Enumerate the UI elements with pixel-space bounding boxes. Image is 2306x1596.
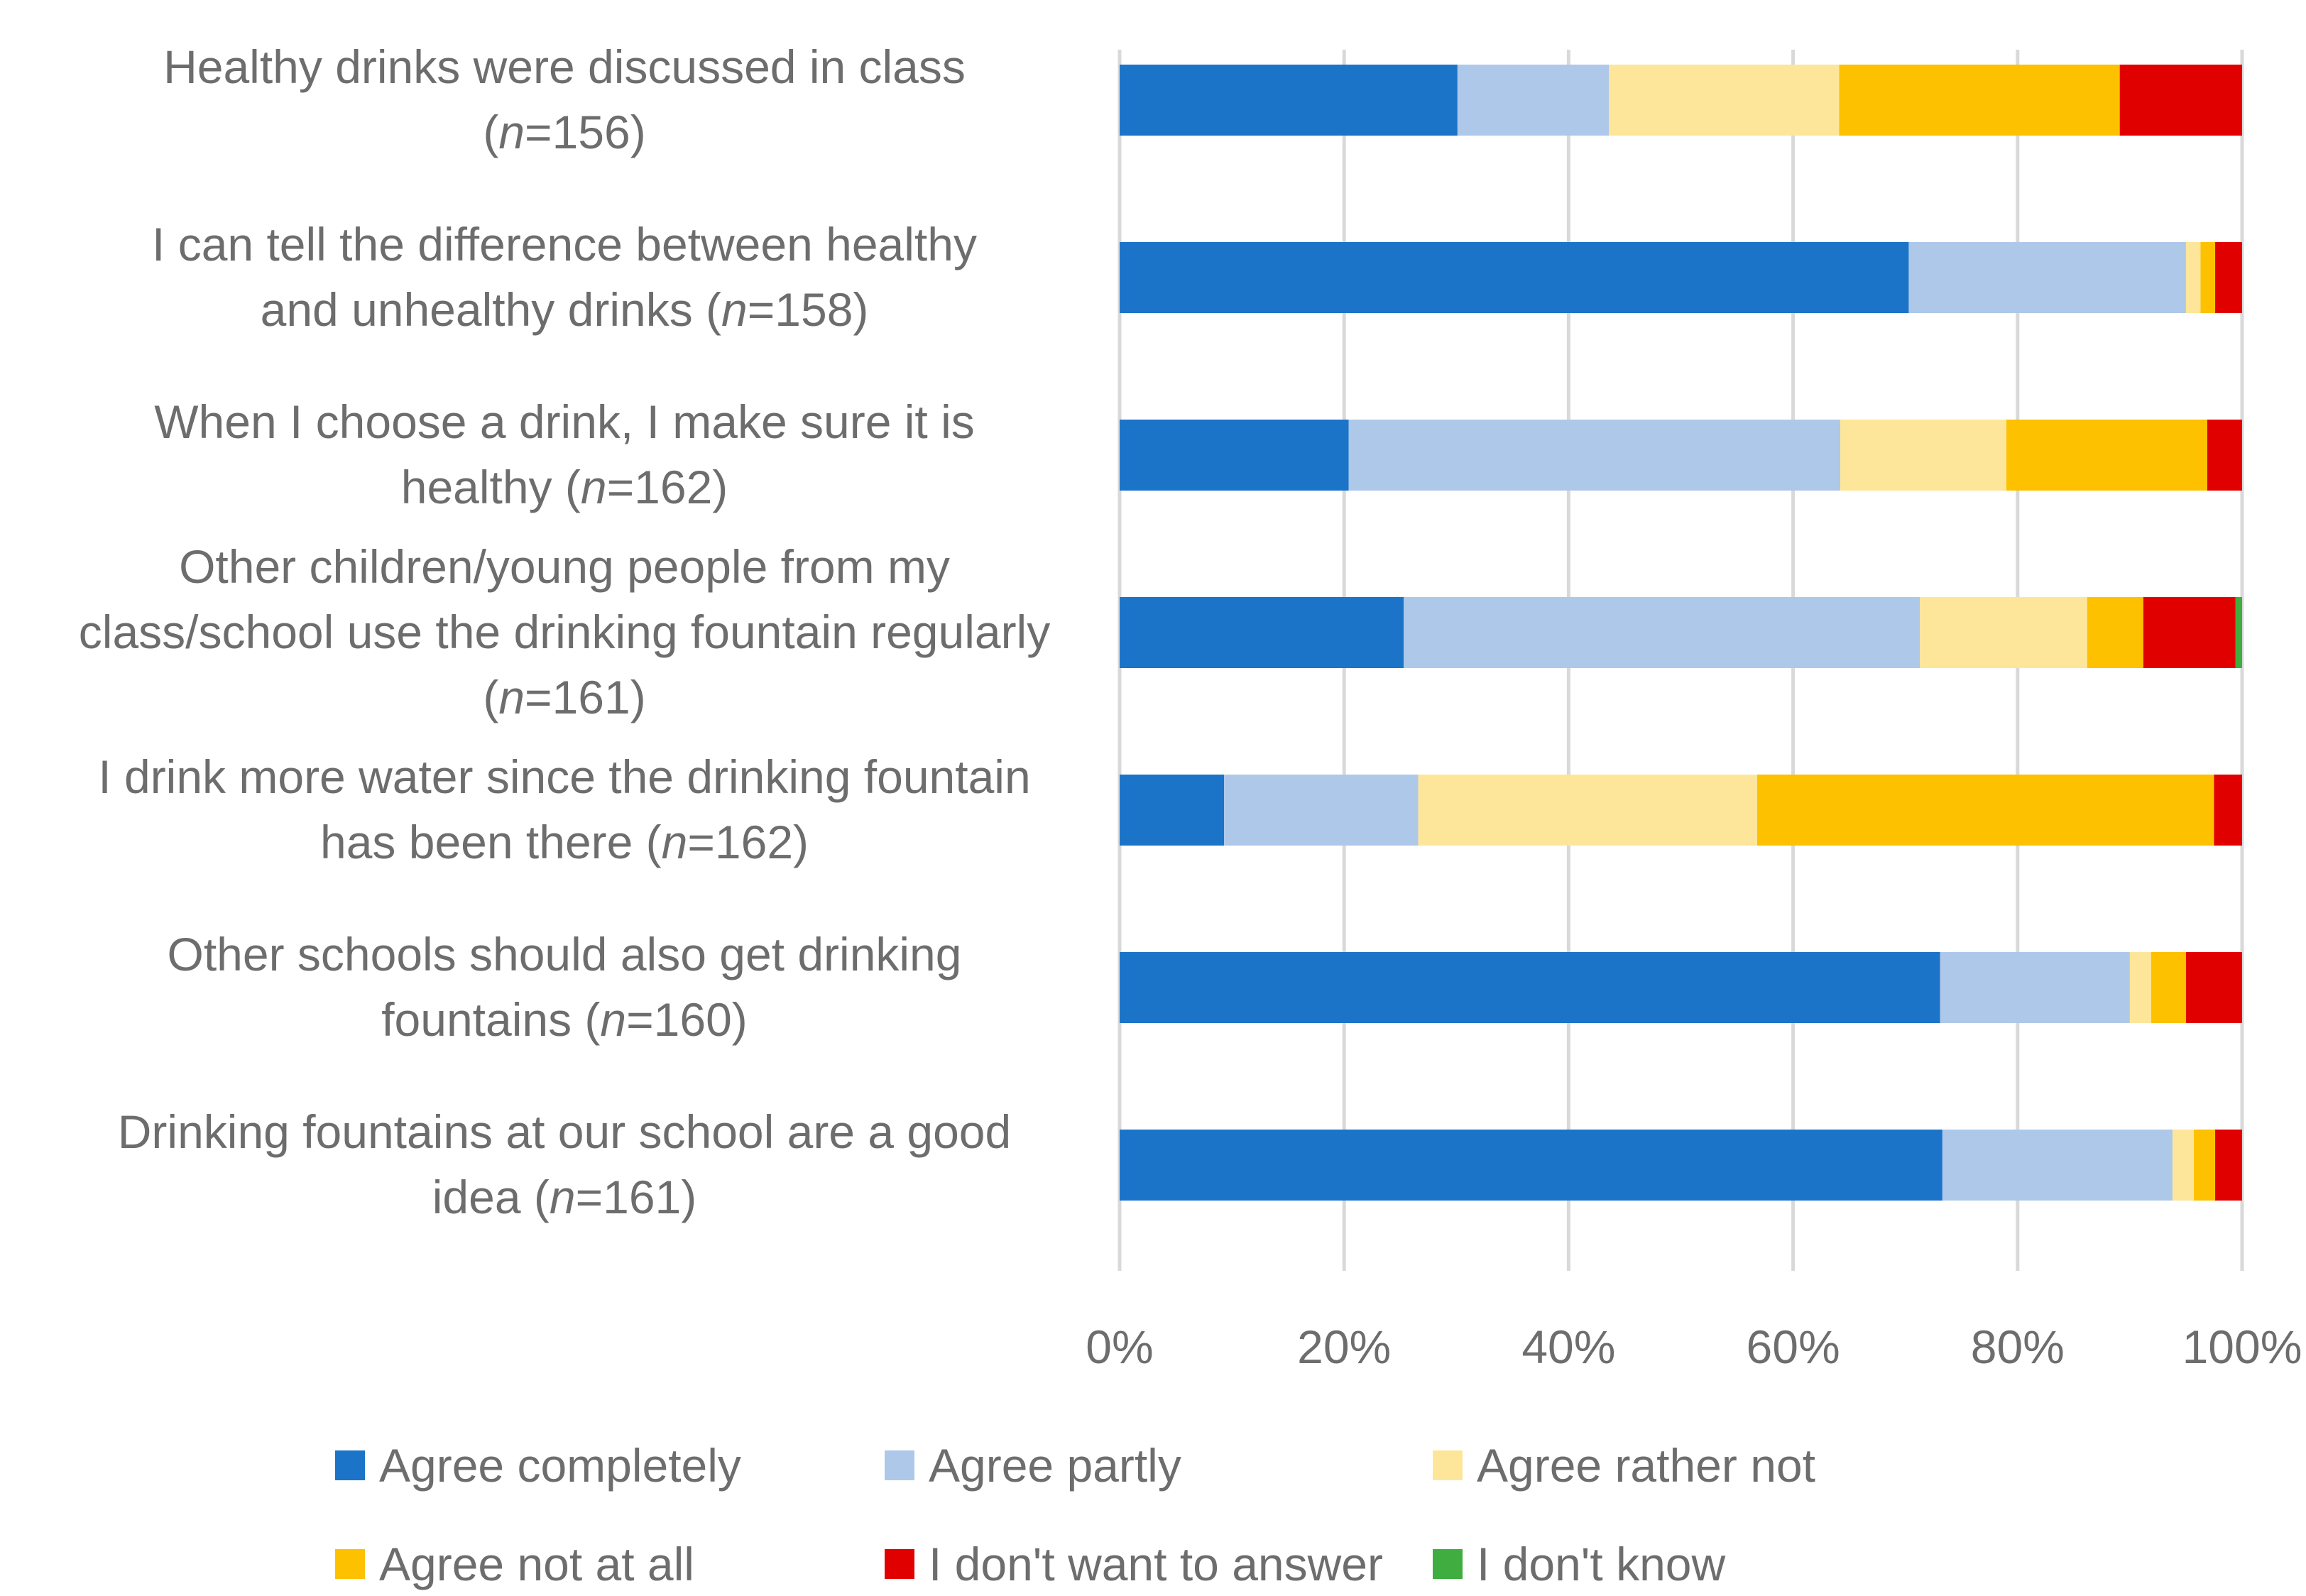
bar-segment — [1120, 420, 1349, 491]
x-tick-label: 80% — [1971, 1321, 2065, 1373]
bar-segment — [1418, 775, 1758, 846]
category-label: I drink more water since the drinking fo… — [98, 750, 1030, 868]
category-labels: Healthy drinks were discussed in class (n… — [79, 40, 1050, 1223]
legend-swatch — [1433, 1450, 1463, 1480]
x-tick-label: 100% — [2182, 1321, 2302, 1373]
bars — [1120, 65, 2242, 1201]
legend-swatch — [885, 1450, 914, 1480]
bar-segment — [2215, 242, 2242, 313]
bar-segment — [1840, 420, 2006, 491]
bar-segment — [2143, 597, 2236, 668]
x-tick-label: 0% — [1086, 1321, 1153, 1373]
bar-segment — [2087, 597, 2143, 668]
category-label: Other schools should also get drinking fo… — [168, 928, 962, 1046]
bar-segment — [2215, 1130, 2242, 1201]
legend-swatch — [335, 1450, 365, 1480]
legend-label: Agree partly — [929, 1439, 1181, 1492]
x-tick-label: 20% — [1297, 1321, 1391, 1373]
legend-label: I don't want to answer — [929, 1538, 1383, 1590]
bar-segment — [1908, 242, 2186, 313]
legend: Agree completely Agree partly Agree rather… — [335, 1439, 1815, 1590]
bar-segment — [1120, 65, 1458, 136]
category-label: Other children/young people from my class… — [79, 540, 1050, 723]
bar-segment — [2235, 597, 2242, 668]
bar-segment — [1942, 1130, 2173, 1201]
bar-segment — [1120, 952, 1940, 1023]
x-axis-tick-labels: 0% 20% 40% 60% 80% 100% — [1086, 1321, 2302, 1373]
category-label: When I choose a drink, I make sure it is… — [154, 395, 974, 513]
bar-segment — [2214, 775, 2242, 846]
bar-segment — [2200, 242, 2216, 313]
bar-segment — [1120, 242, 1909, 313]
bar-segment — [2172, 1130, 2195, 1201]
bar-segment — [2207, 420, 2242, 491]
bar-segment — [1940, 952, 2130, 1023]
bar-segment — [1839, 65, 2120, 136]
bar-segment — [2194, 1130, 2216, 1201]
legend-label: Agree completely — [379, 1439, 741, 1492]
bar-segment — [1757, 775, 2214, 846]
bar-segment — [2151, 952, 2186, 1023]
bar-segment — [1348, 420, 1841, 491]
bar-segment — [1120, 775, 1225, 846]
legend-label: Agree rather not — [1477, 1439, 1815, 1492]
bar-segment — [2185, 242, 2201, 313]
category-label: Drinking fountains at our school are a g… — [118, 1105, 1011, 1223]
legend-label: I don't know — [1477, 1538, 1725, 1590]
category-label: Healthy drinks were discussed in class (n… — [163, 40, 966, 158]
bar-segment — [1457, 65, 1610, 136]
bar-segment — [1920, 597, 2087, 668]
bar-segment — [1609, 65, 1840, 136]
category-label: I can tell the difference between health… — [152, 218, 977, 336]
bar-segment — [1120, 597, 1404, 668]
bar-segment — [2006, 420, 2207, 491]
bar-segment — [2129, 952, 2151, 1023]
x-tick-label: 40% — [1521, 1321, 1615, 1373]
bar-segment — [1403, 597, 1920, 668]
legend-label: Agree not at all — [379, 1538, 694, 1590]
bar-segment — [1224, 775, 1419, 846]
bar-segment — [2119, 65, 2242, 136]
x-tick-label: 60% — [1747, 1321, 1840, 1373]
bar-segment — [1120, 1130, 1942, 1201]
legend-swatch — [335, 1549, 365, 1579]
legend-swatch — [1433, 1549, 1463, 1579]
legend-swatch — [885, 1549, 914, 1579]
bar-segment — [2185, 952, 2242, 1023]
